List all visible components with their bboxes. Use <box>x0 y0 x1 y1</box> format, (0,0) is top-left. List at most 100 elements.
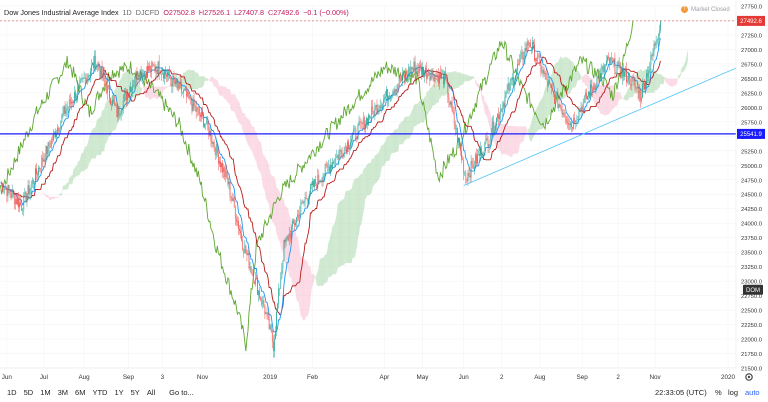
price-tick-label: 26250.0 <box>741 91 762 97</box>
price-axis-bg <box>736 0 768 382</box>
cloud-segment <box>619 92 621 100</box>
chart-canvas[interactable]: 27750.027500.027250.027000.026750.026500… <box>0 0 768 382</box>
cloud-segment <box>463 73 465 83</box>
range-5y[interactable]: 5Y <box>130 387 140 397</box>
settings-gear-icon[interactable] <box>744 372 754 382</box>
cloud-segment <box>386 136 388 161</box>
candle-body <box>324 164 326 175</box>
candle-body <box>379 105 381 110</box>
candle-body <box>295 222 296 226</box>
cloud-segment <box>183 72 185 90</box>
cloud-segment <box>538 102 540 131</box>
candle-body <box>269 325 271 330</box>
range-5d[interactable]: 5D <box>23 387 34 397</box>
candle-body <box>173 75 175 81</box>
cloud-segment <box>510 125 512 158</box>
candle-body <box>20 202 21 205</box>
candle-body <box>397 85 399 87</box>
candle-body <box>56 133 57 138</box>
candle-body <box>517 63 519 71</box>
cloud-segment <box>382 144 384 167</box>
cloud-segment <box>408 115 410 139</box>
cloud-segment <box>204 76 206 81</box>
candle-body <box>432 70 434 77</box>
candle-body <box>386 89 387 97</box>
candle-body <box>82 78 84 79</box>
candle-body <box>434 74 436 82</box>
candle-body <box>252 273 254 283</box>
candle-body <box>81 78 83 79</box>
cloud-segment <box>312 274 314 286</box>
candle-body <box>31 180 33 185</box>
log-toggle[interactable]: log <box>728 388 739 397</box>
range-1y[interactable]: 1Y <box>114 387 124 397</box>
cloud-segment <box>295 230 297 302</box>
candle-body <box>603 65 605 72</box>
cloud-segment <box>247 119 250 146</box>
candle-body <box>332 162 333 169</box>
candle-body <box>247 253 249 256</box>
candle-body <box>533 41 534 44</box>
cloud-segment <box>342 199 344 266</box>
cloud-segment <box>338 200 340 268</box>
cloud-segment <box>222 86 224 98</box>
cloud-segment <box>320 258 322 286</box>
candle-body <box>347 141 348 153</box>
candle-body <box>94 55 96 69</box>
range-6m[interactable]: 6M <box>75 387 86 397</box>
candle-body <box>644 82 645 90</box>
cloud-segment <box>259 141 261 173</box>
range-1d[interactable]: 1D <box>7 387 17 397</box>
candle-body <box>355 128 357 138</box>
candle-body <box>302 202 304 204</box>
cloud-segment <box>188 69 190 90</box>
candle-body <box>60 121 62 130</box>
candle-body <box>127 92 128 101</box>
cloud-segment <box>328 240 330 278</box>
time-tick-label: Nov <box>650 374 662 381</box>
cloud-segment <box>433 84 435 106</box>
range-all[interactable]: All <box>146 387 156 397</box>
candle-body <box>274 339 275 352</box>
candle-body <box>447 81 449 98</box>
cloud-segment <box>209 76 211 82</box>
candle-body <box>338 152 340 160</box>
candle-body <box>189 96 191 99</box>
cloud-segment <box>277 188 279 241</box>
percent-toggle[interactable]: % <box>715 388 722 397</box>
candle-body <box>400 79 402 82</box>
cloud-segment <box>434 83 436 106</box>
cloud-segment <box>401 121 403 145</box>
candle-body <box>296 217 297 223</box>
cloud-segment <box>205 78 207 81</box>
candle-body <box>195 106 197 112</box>
cloud-segment <box>563 57 565 100</box>
candle-body <box>564 116 566 119</box>
candle-body <box>301 202 303 204</box>
candle-body <box>339 149 341 153</box>
auto-toggle[interactable]: auto <box>745 388 760 397</box>
candle-body <box>294 223 295 226</box>
goto-button[interactable]: Go to... <box>169 387 194 397</box>
cloud-segment <box>235 94 237 119</box>
candle-body <box>26 195 28 203</box>
cloud-segment <box>449 72 452 90</box>
candle-body <box>655 41 657 46</box>
candle-body <box>499 114 501 120</box>
cloud-segment <box>352 180 354 258</box>
range-ytd[interactable]: YTD <box>92 387 108 397</box>
candle-body <box>299 212 301 219</box>
candle-body <box>279 288 281 290</box>
cloud-segment <box>603 84 605 116</box>
candle-body <box>68 99 70 108</box>
cloud-segment <box>216 79 218 90</box>
cloud-segment <box>357 176 360 238</box>
price-tick-label: 24000.0 <box>741 222 762 228</box>
candle-body <box>507 83 509 90</box>
range-1m[interactable]: 1M <box>40 387 51 397</box>
range-3m[interactable]: 3M <box>57 387 69 397</box>
candle-body <box>488 144 490 147</box>
cloud-segment <box>470 75 472 81</box>
candle-body <box>369 115 370 118</box>
price-tick-label: 25000.0 <box>741 164 762 170</box>
